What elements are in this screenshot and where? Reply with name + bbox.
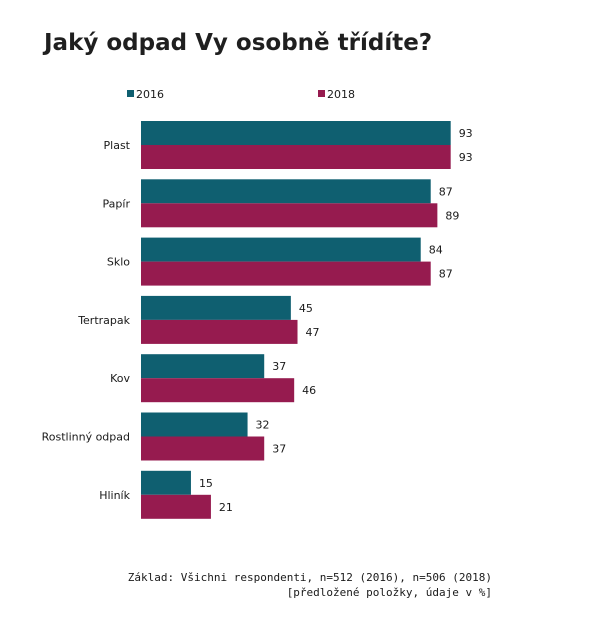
bar-2018 — [141, 203, 438, 228]
legend: 2016 2018 — [127, 88, 355, 101]
data-label-2016: 37 — [272, 360, 286, 373]
data-label-2018: 21 — [219, 501, 233, 514]
bar-2018 — [141, 378, 295, 403]
bar-2016 — [141, 121, 451, 145]
data-label-2018: 89 — [445, 209, 459, 222]
legend-swatch-2018 — [318, 90, 325, 97]
legend-label-2016: 2016 — [136, 88, 164, 101]
bar-2018 — [141, 319, 298, 344]
bar-2018 — [141, 436, 265, 461]
bar-2016 — [141, 470, 191, 495]
data-label-2018: 47 — [306, 326, 320, 339]
category-label: Hliník — [99, 489, 130, 502]
bar-2016 — [141, 412, 248, 437]
category-label: Papír — [103, 197, 131, 210]
bar-2016 — [141, 179, 431, 204]
data-label-2018: 46 — [302, 384, 316, 397]
data-label-2016: 84 — [429, 244, 443, 257]
category-label: Sklo — [107, 256, 130, 269]
category-label: Rostlinný odpad — [42, 431, 130, 444]
data-label-2018: 93 — [459, 151, 473, 164]
plot-area: Plast 93 93 Papír 87 89 Sklo 84 87 Tertrapak 45 47 K… — [42, 121, 473, 519]
legend-swatch-2016 — [127, 90, 134, 97]
data-label-2016: 15 — [199, 477, 213, 490]
data-label-2016: 32 — [256, 419, 270, 432]
footnote: Základ: Všichni respondenti, n=512 (2016… — [128, 570, 492, 600]
chart-title: Jaký odpad Vy osobně třídíte? — [44, 30, 433, 56]
bar-2016 — [141, 237, 421, 262]
category-label: Plast — [104, 139, 131, 152]
data-label-2016: 93 — [459, 127, 473, 140]
bar-2018 — [141, 494, 211, 519]
category-label: Tertrapak — [77, 314, 130, 327]
bar-2018 — [141, 145, 451, 169]
legend-label-2018: 2018 — [327, 88, 355, 101]
bar-2016 — [141, 354, 265, 379]
bar-2016 — [141, 295, 291, 320]
footnote-base: Základ: Všichni respondenti, n=512 (2016… — [127, 571, 492, 584]
data-label-2018: 87 — [439, 268, 453, 281]
category-label: Kov — [110, 372, 130, 385]
bar-2018 — [141, 261, 431, 286]
data-label-2018: 37 — [272, 443, 286, 456]
data-label-2016: 45 — [299, 302, 313, 315]
data-label-2016: 87 — [439, 185, 453, 198]
footnote-note: [předložené položky, údaje v %] — [286, 586, 492, 599]
